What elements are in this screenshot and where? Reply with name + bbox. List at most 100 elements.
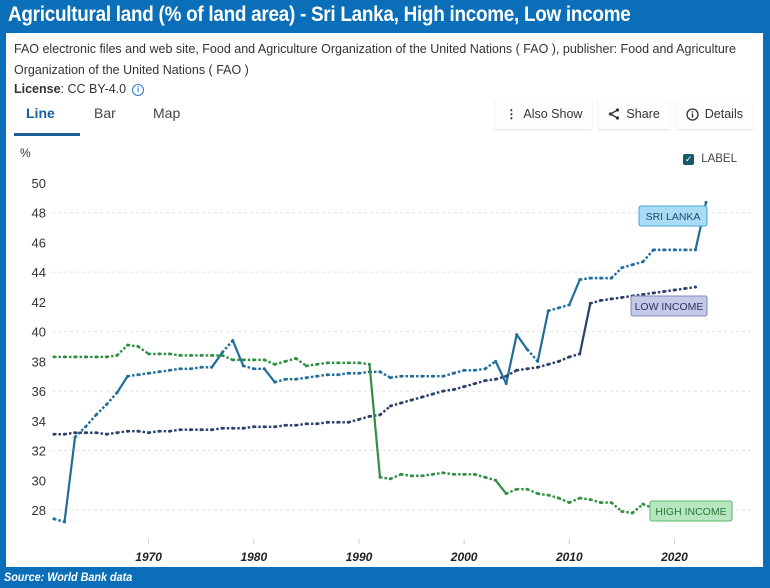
data-point (494, 359, 498, 363)
data-point (346, 361, 350, 365)
line-segment (316, 361, 328, 366)
line-segment (674, 287, 686, 292)
data-point (126, 429, 130, 433)
data-point (389, 477, 393, 481)
line-segment (379, 370, 392, 379)
data-point (641, 292, 645, 296)
info-icon (686, 107, 699, 121)
line-segment (600, 297, 612, 302)
data-point (662, 248, 666, 252)
line-segment (400, 473, 412, 478)
data-point (304, 376, 308, 380)
source-description: FAO electronic files and web site, Food … (14, 42, 736, 77)
info-icon[interactable]: i (132, 84, 145, 96)
data-point (420, 474, 424, 478)
data-point (241, 358, 245, 362)
y-axis-unit-label: % (20, 146, 31, 160)
line-segment (505, 488, 518, 495)
line-segment (295, 422, 307, 427)
data-point (546, 362, 550, 366)
data-point (168, 368, 172, 372)
line-segment (231, 340, 245, 367)
data-point (178, 353, 182, 357)
share-button[interactable]: Share (598, 99, 670, 129)
line-segment (400, 398, 412, 405)
data-point (73, 431, 77, 435)
data-point (441, 374, 445, 378)
data-point (609, 276, 613, 280)
data-point (315, 374, 319, 378)
data-point (462, 368, 466, 372)
series-label-low-income: LOW INCOME (630, 295, 708, 317)
line-segment (379, 476, 391, 480)
also-show-button[interactable]: ⋮ Also Show (495, 99, 593, 129)
data-point (231, 339, 235, 343)
data-point (252, 367, 256, 371)
line-segment (116, 375, 129, 394)
line-segment (116, 430, 128, 434)
line-segment (558, 303, 570, 310)
line-segment (663, 288, 675, 293)
line-segment (137, 345, 150, 355)
line-segment (348, 418, 360, 424)
line-segment (505, 369, 518, 378)
line-segment (558, 497, 570, 504)
line-segment (243, 425, 254, 430)
tab-map[interactable]: Map (153, 105, 181, 121)
line-segment (442, 372, 454, 378)
data-point (325, 420, 329, 424)
data-point (431, 392, 435, 396)
label-toggle[interactable]: ✓ LABEL (683, 153, 737, 165)
data-point (588, 301, 592, 305)
tab-bar[interactable]: Bar (94, 105, 116, 121)
data-point (283, 359, 287, 363)
line-segment (463, 382, 475, 388)
data-point (105, 402, 109, 406)
data-point (641, 260, 645, 264)
line-segment (547, 306, 560, 312)
source-credit: Source: World Bank data (4, 570, 133, 584)
data-point (84, 425, 88, 429)
share-label: Share (626, 107, 660, 121)
line-segment (242, 364, 255, 370)
data-point (683, 248, 687, 252)
line-segment (127, 343, 139, 348)
line-segment (148, 370, 160, 375)
line-segment (432, 471, 444, 476)
data-point (210, 428, 214, 432)
data-point (630, 511, 634, 515)
line-segment (453, 369, 465, 375)
data-point (367, 362, 371, 366)
line-segment (558, 355, 570, 363)
data-point (147, 371, 151, 375)
data-point (588, 498, 592, 502)
data-point (662, 290, 666, 294)
line-segment (210, 351, 224, 368)
data-point (410, 398, 414, 402)
data-point (231, 358, 235, 362)
data-point (557, 306, 561, 310)
checkbox-checked-icon[interactable]: ✓ (683, 153, 695, 165)
tab-line[interactable]: Line (26, 105, 55, 121)
line-segment (527, 366, 538, 370)
line-segment (137, 372, 149, 376)
data-point (273, 362, 277, 366)
data-point (546, 309, 550, 313)
data-point (357, 417, 361, 421)
data-point (620, 295, 624, 299)
line-segment (158, 369, 170, 373)
line-segment (547, 360, 560, 366)
line-segment (169, 367, 181, 372)
data-point (220, 426, 224, 430)
data-point (63, 355, 67, 359)
data-point (410, 474, 414, 478)
data-point (536, 359, 540, 363)
line-segment (337, 372, 349, 376)
data-point (420, 374, 424, 378)
y-tick-label: 38 (32, 354, 46, 369)
line-segment (494, 360, 508, 385)
line-segment (295, 357, 308, 367)
line-segment (568, 352, 581, 359)
details-button[interactable]: Details (675, 99, 753, 129)
line-segment (274, 424, 286, 428)
